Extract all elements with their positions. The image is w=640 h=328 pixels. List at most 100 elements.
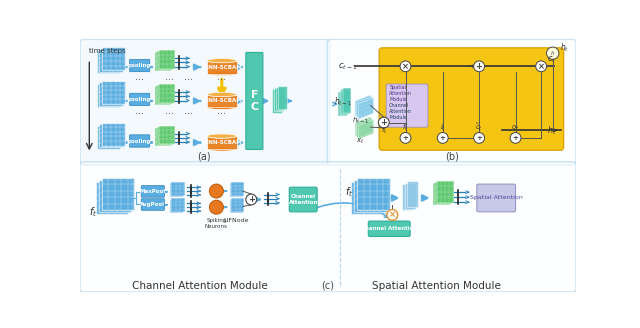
FancyBboxPatch shape bbox=[327, 39, 576, 165]
Text: +: + bbox=[403, 135, 408, 141]
Polygon shape bbox=[358, 119, 374, 139]
Polygon shape bbox=[207, 94, 237, 107]
Ellipse shape bbox=[207, 147, 237, 151]
Ellipse shape bbox=[207, 92, 237, 97]
Ellipse shape bbox=[207, 58, 237, 63]
FancyBboxPatch shape bbox=[141, 186, 164, 197]
Circle shape bbox=[209, 200, 223, 214]
Text: ...: ... bbox=[164, 106, 173, 116]
Polygon shape bbox=[159, 50, 175, 69]
FancyBboxPatch shape bbox=[368, 221, 410, 236]
Text: ...: ... bbox=[184, 72, 193, 82]
Circle shape bbox=[400, 133, 411, 143]
Text: ...: ... bbox=[184, 106, 193, 116]
Text: Attention: Attention bbox=[389, 91, 412, 96]
Text: $\tilde{c}_t$: $\tilde{c}_t$ bbox=[475, 121, 483, 133]
Text: AvgPool: AvgPool bbox=[140, 202, 165, 207]
Text: +: + bbox=[513, 135, 518, 141]
Polygon shape bbox=[157, 127, 173, 145]
Ellipse shape bbox=[207, 72, 237, 76]
Polygon shape bbox=[97, 126, 120, 149]
Text: $f_t$: $f_t$ bbox=[402, 122, 409, 133]
Text: ×: × bbox=[538, 62, 545, 71]
Ellipse shape bbox=[207, 105, 237, 110]
Polygon shape bbox=[404, 183, 415, 209]
Text: Module: Module bbox=[389, 115, 407, 120]
Ellipse shape bbox=[207, 58, 237, 63]
Polygon shape bbox=[356, 96, 372, 118]
Polygon shape bbox=[97, 50, 120, 73]
Polygon shape bbox=[340, 91, 348, 115]
Polygon shape bbox=[338, 92, 347, 116]
Text: $c_t$: $c_t$ bbox=[547, 55, 556, 65]
Text: Spatial Attention Module: Spatial Attention Module bbox=[372, 281, 501, 291]
Polygon shape bbox=[159, 126, 175, 144]
Ellipse shape bbox=[207, 92, 237, 97]
Text: $x_t$: $x_t$ bbox=[356, 136, 365, 146]
Ellipse shape bbox=[207, 134, 237, 138]
Circle shape bbox=[437, 133, 448, 143]
FancyBboxPatch shape bbox=[129, 135, 150, 147]
Polygon shape bbox=[358, 98, 374, 119]
Polygon shape bbox=[95, 182, 128, 214]
Polygon shape bbox=[207, 136, 237, 149]
Text: Channel
Attention: Channel Attention bbox=[289, 194, 318, 205]
Polygon shape bbox=[102, 123, 125, 146]
Text: $f_t$: $f_t$ bbox=[381, 126, 387, 136]
Text: Channel Attention: Channel Attention bbox=[361, 226, 417, 231]
Text: +: + bbox=[380, 118, 387, 127]
Text: $h_{t-1}$: $h_{t-1}$ bbox=[352, 115, 369, 126]
Polygon shape bbox=[278, 86, 287, 109]
Text: ...: ... bbox=[164, 72, 173, 82]
Polygon shape bbox=[172, 182, 184, 196]
Polygon shape bbox=[99, 180, 131, 212]
Polygon shape bbox=[99, 82, 123, 106]
Text: RSNN-SCBAM: RSNN-SCBAM bbox=[201, 65, 243, 70]
Polygon shape bbox=[172, 198, 184, 212]
Polygon shape bbox=[102, 178, 134, 210]
Polygon shape bbox=[436, 181, 454, 203]
Text: $o_t$: $o_t$ bbox=[511, 123, 520, 133]
Circle shape bbox=[510, 133, 521, 143]
Text: Channel Attention Module: Channel Attention Module bbox=[132, 281, 268, 291]
FancyBboxPatch shape bbox=[386, 84, 428, 127]
Text: pooling: pooling bbox=[128, 63, 152, 68]
FancyBboxPatch shape bbox=[477, 184, 516, 212]
FancyBboxPatch shape bbox=[129, 93, 150, 106]
Text: Spiking
Neurons: Spiking Neurons bbox=[205, 218, 228, 229]
Polygon shape bbox=[355, 180, 387, 212]
Circle shape bbox=[387, 210, 397, 220]
Polygon shape bbox=[99, 124, 123, 147]
Text: RSNN-SCBAM: RSNN-SCBAM bbox=[201, 140, 243, 145]
Polygon shape bbox=[99, 49, 123, 72]
Polygon shape bbox=[170, 183, 183, 197]
Circle shape bbox=[378, 117, 389, 128]
Text: Spatial Attention: Spatial Attention bbox=[470, 195, 522, 200]
Text: (a): (a) bbox=[197, 152, 211, 161]
Text: Module: Module bbox=[389, 97, 407, 102]
Text: +: + bbox=[248, 195, 255, 204]
Polygon shape bbox=[355, 95, 371, 116]
Polygon shape bbox=[433, 183, 450, 205]
Polygon shape bbox=[407, 181, 418, 207]
Polygon shape bbox=[403, 184, 413, 210]
Text: pooling: pooling bbox=[128, 97, 152, 102]
Circle shape bbox=[400, 61, 411, 72]
Polygon shape bbox=[207, 61, 237, 73]
Text: LIFNode: LIFNode bbox=[224, 218, 250, 223]
Polygon shape bbox=[358, 178, 390, 210]
Text: RSNN-SCBAM: RSNN-SCBAM bbox=[201, 98, 243, 103]
Text: Attention: Attention bbox=[389, 109, 412, 114]
Polygon shape bbox=[341, 90, 349, 114]
Text: $f_t$: $f_t$ bbox=[345, 186, 353, 199]
Text: Channel: Channel bbox=[389, 103, 410, 108]
Polygon shape bbox=[157, 51, 173, 70]
Polygon shape bbox=[231, 182, 244, 196]
Text: Spatial: Spatial bbox=[389, 85, 406, 90]
Polygon shape bbox=[351, 182, 384, 214]
Ellipse shape bbox=[207, 134, 237, 138]
Text: ...: ... bbox=[135, 106, 144, 116]
Text: ...: ... bbox=[135, 72, 144, 82]
Text: $h$: $h$ bbox=[550, 49, 556, 57]
Text: $h_t$: $h_t$ bbox=[547, 124, 557, 137]
